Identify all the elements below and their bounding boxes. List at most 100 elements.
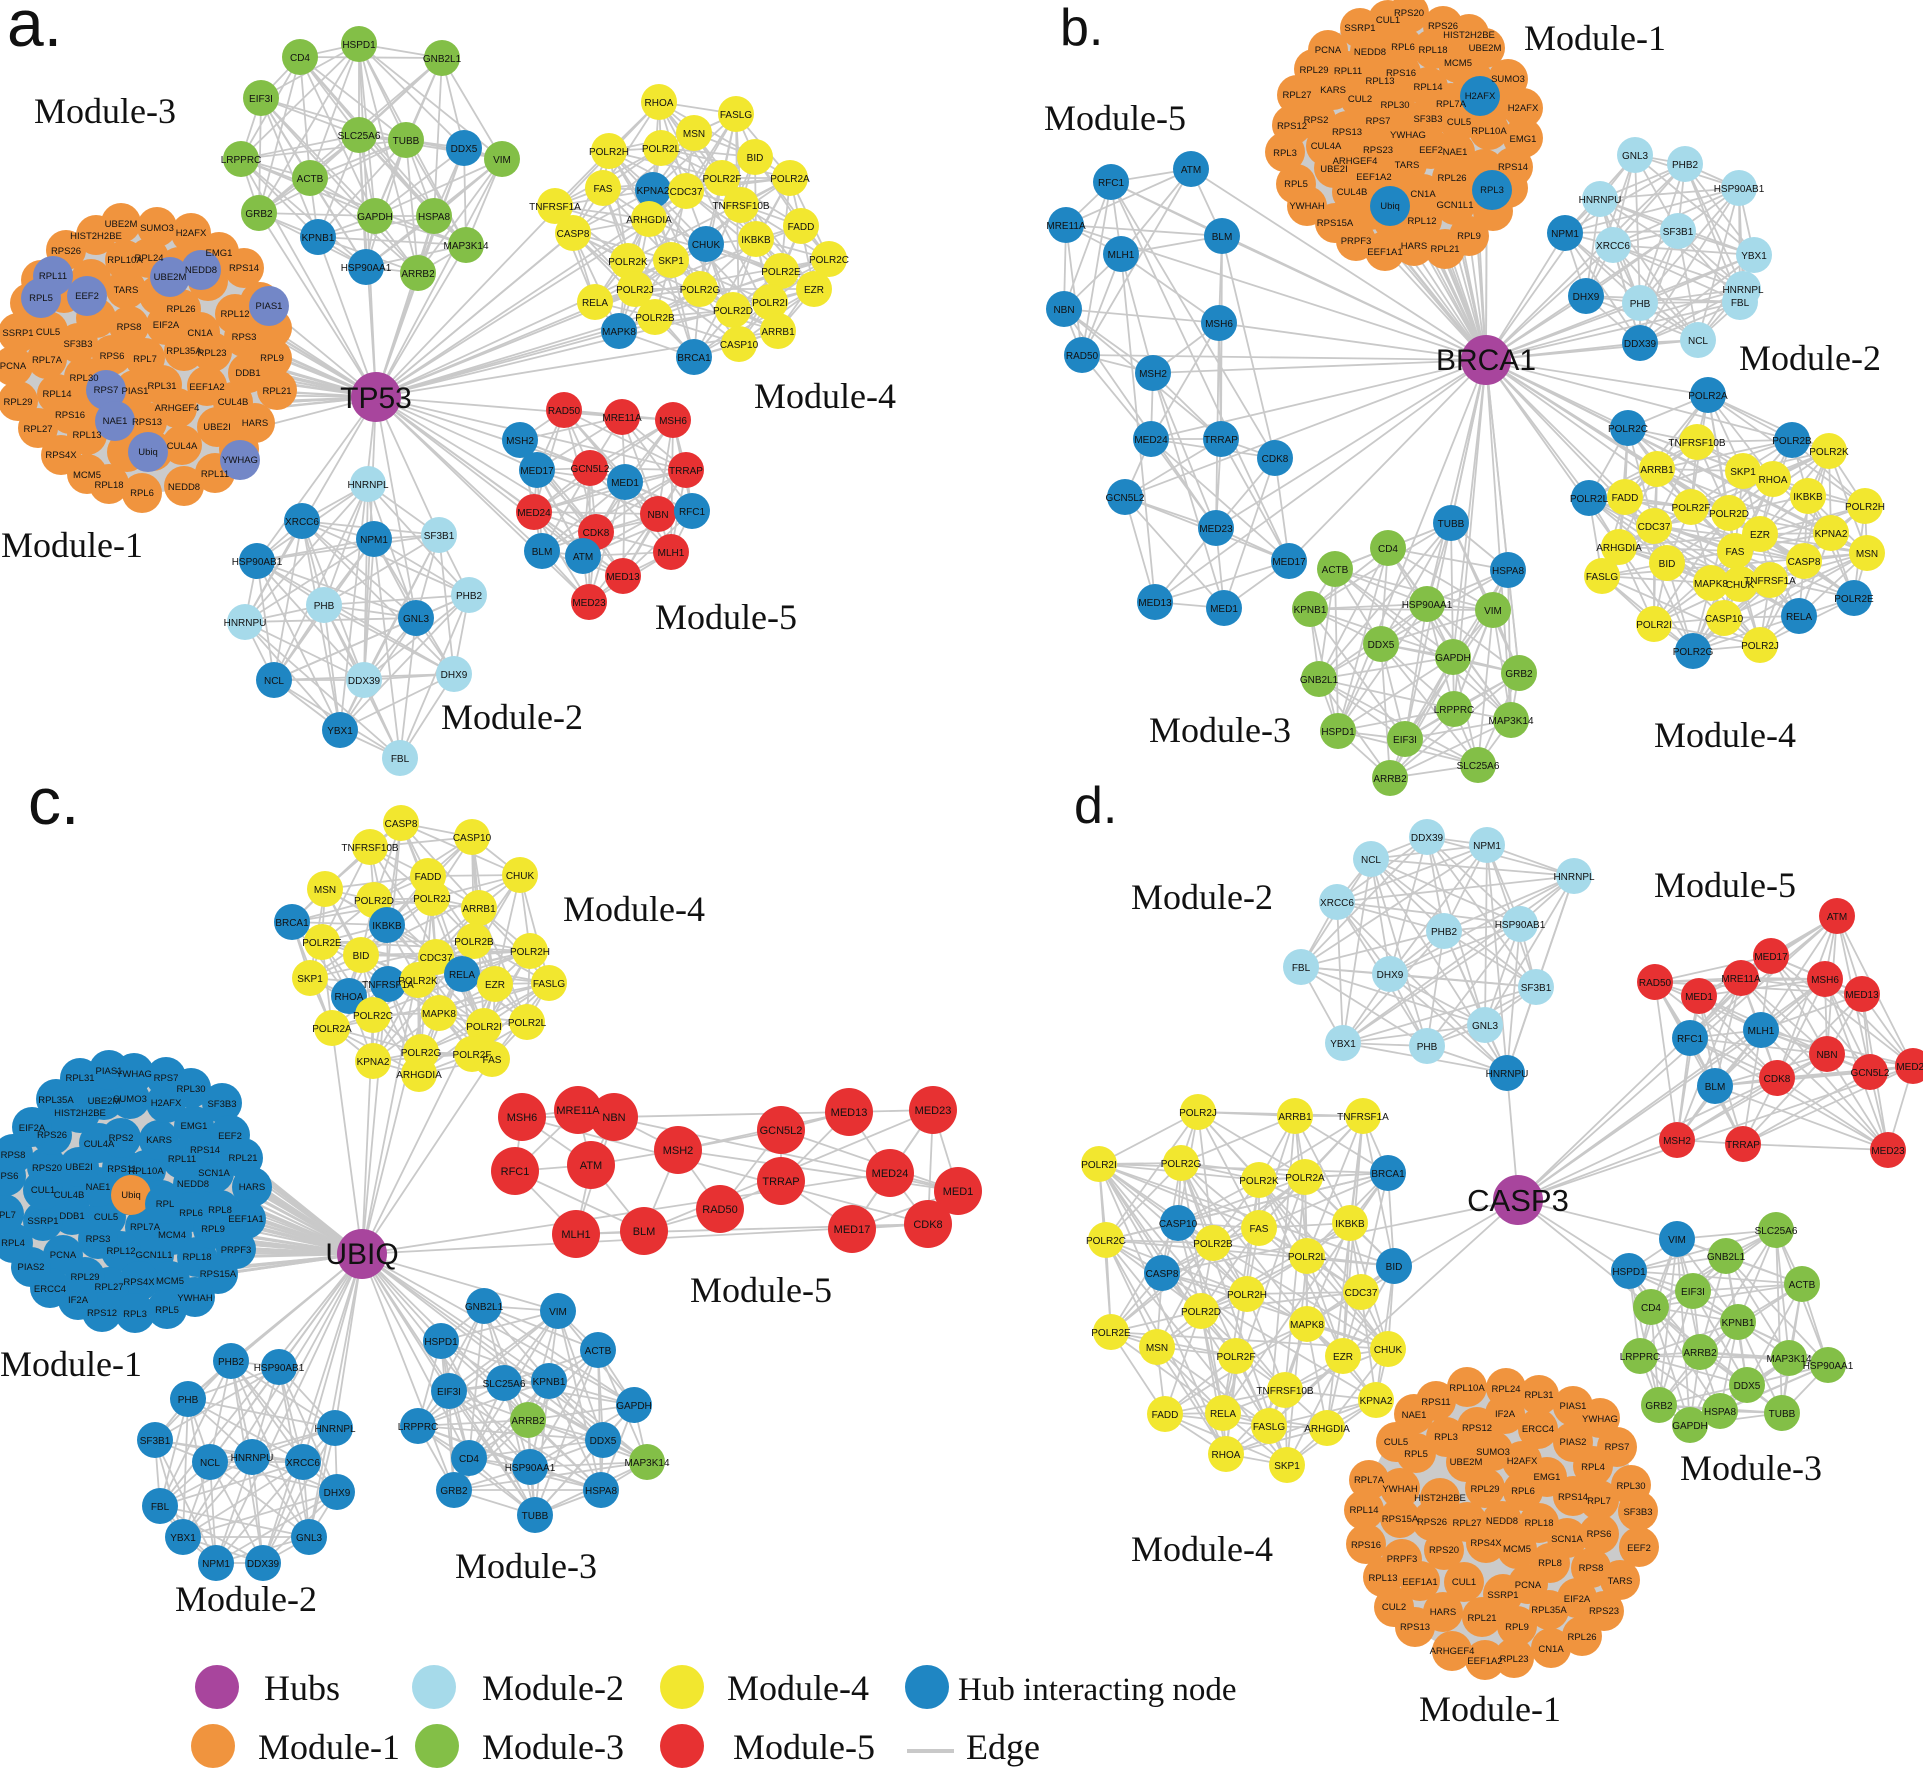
svg-text:Module-1: Module-1 <box>258 1727 400 1767</box>
svg-text:CUL4A: CUL4A <box>1311 141 1342 152</box>
svg-text:ATM: ATM <box>1181 165 1201 176</box>
svg-text:RPS23: RPS23 <box>1363 145 1393 156</box>
svg-text:POLR2G: POLR2G <box>401 1048 442 1059</box>
svg-text:HSP90AB1: HSP90AB1 <box>254 1363 305 1374</box>
svg-text:FADD: FADD <box>415 872 442 883</box>
svg-text:GAPDH: GAPDH <box>357 212 393 223</box>
svg-text:POLR2E: POLR2E <box>761 267 801 278</box>
svg-text:HSP90AB1: HSP90AB1 <box>1495 920 1546 931</box>
svg-text:ARHGDIA: ARHGDIA <box>396 1070 442 1081</box>
svg-text:POLR2I: POLR2I <box>466 1022 502 1033</box>
svg-text:EIF2A: EIF2A <box>19 1123 46 1134</box>
svg-text:VIM: VIM <box>549 1307 567 1318</box>
svg-text:RPL8: RPL8 <box>208 1205 232 1216</box>
svg-text:GNL3: GNL3 <box>403 614 430 625</box>
svg-text:MCM5: MCM5 <box>1503 1544 1531 1555</box>
svg-text:PCNA: PCNA <box>1515 1580 1542 1591</box>
svg-text:ATM: ATM <box>1827 912 1847 923</box>
svg-text:RPL3: RPL3 <box>123 1309 147 1320</box>
svg-text:NAE1: NAE1 <box>1443 147 1468 158</box>
svg-text:RPL10A: RPL10A <box>1471 126 1507 137</box>
svg-text:ACTB: ACTB <box>297 174 324 185</box>
svg-text:SLC25A6: SLC25A6 <box>1755 1226 1798 1237</box>
svg-text:POLR2D: POLR2D <box>1181 1307 1221 1318</box>
svg-text:Module-1: Module-1 <box>1419 1689 1561 1729</box>
svg-text:CD4: CD4 <box>290 53 310 64</box>
svg-text:POLR2J: POLR2J <box>616 285 654 296</box>
svg-text:GRB2: GRB2 <box>1505 669 1533 680</box>
svg-text:GNB2L1: GNB2L1 <box>465 1302 504 1313</box>
svg-text:RPL11: RPL11 <box>39 271 67 282</box>
svg-text:TNFRSF1A: TNFRSF1A <box>1337 1112 1389 1123</box>
svg-text:IF2A: IF2A <box>68 1295 89 1306</box>
svg-text:BID: BID <box>353 951 370 962</box>
svg-text:Ubiq: Ubiq <box>138 447 158 458</box>
svg-text:EIF3I: EIF3I <box>437 1387 461 1398</box>
svg-text:KPNA2: KPNA2 <box>637 186 670 197</box>
svg-text:DDX5: DDX5 <box>451 144 478 155</box>
svg-text:RPS15A: RPS15A <box>1382 1514 1419 1525</box>
svg-text:GCN5L2: GCN5L2 <box>571 464 610 475</box>
svg-text:ARHGDIA: ARHGDIA <box>1596 543 1642 554</box>
svg-text:TUBB: TUBB <box>1438 519 1465 530</box>
svg-text:Edge: Edge <box>966 1727 1040 1767</box>
svg-text:RPS20: RPS20 <box>1394 8 1424 19</box>
svg-text:Module-2: Module-2 <box>482 1668 624 1708</box>
svg-text:EEF1A1: EEF1A1 <box>228 1214 263 1225</box>
svg-text:KPNB1: KPNB1 <box>1722 1318 1755 1329</box>
svg-text:CASP10: CASP10 <box>1705 614 1744 625</box>
svg-text:RAD50: RAD50 <box>1639 978 1672 989</box>
svg-text:KPNB1: KPNB1 <box>533 1377 566 1388</box>
svg-text:CDK8: CDK8 <box>1764 1074 1791 1085</box>
svg-text:YBX1: YBX1 <box>1330 1039 1356 1050</box>
svg-text:EMG1: EMG1 <box>206 248 233 259</box>
svg-text:PIAS1: PIAS1 <box>96 1066 123 1077</box>
svg-text:RPL24: RPL24 <box>134 253 163 264</box>
svg-text:XRCC6: XRCC6 <box>286 1458 320 1469</box>
svg-text:RPS23: RPS23 <box>1589 1606 1619 1617</box>
svg-text:YWHAG: YWHAG <box>222 455 258 466</box>
svg-text:MCM4: MCM4 <box>158 1230 186 1241</box>
svg-text:SF3B3: SF3B3 <box>1623 1507 1652 1518</box>
svg-text:RPS12: RPS12 <box>87 1308 117 1319</box>
svg-text:ACTB: ACTB <box>1789 1280 1816 1291</box>
svg-text:RPL24: RPL24 <box>1491 1384 1520 1395</box>
svg-text:RPL7A: RPL7A <box>1354 1475 1385 1486</box>
svg-text:RPL4: RPL4 <box>1 1238 25 1249</box>
svg-text:FASLG: FASLG <box>720 110 752 121</box>
svg-text:DHX9: DHX9 <box>441 670 468 681</box>
svg-text:POLR2L: POLR2L <box>1570 494 1609 505</box>
svg-text:MLH1: MLH1 <box>1108 250 1135 261</box>
svg-text:YWHAG: YWHAG <box>1390 130 1426 141</box>
svg-text:NEDD8: NEDD8 <box>168 482 200 493</box>
svg-text:YBX1: YBX1 <box>170 1533 196 1544</box>
svg-text:EIF2A: EIF2A <box>1564 1594 1591 1605</box>
svg-text:POLR2B: POLR2B <box>1772 436 1812 447</box>
svg-text:GCN5L2: GCN5L2 <box>760 1125 803 1137</box>
svg-text:CDC37: CDC37 <box>420 953 453 964</box>
svg-text:EEF2: EEF2 <box>75 291 99 302</box>
svg-text:POLR2K: POLR2K <box>608 257 648 268</box>
svg-text:NCL: NCL <box>264 676 284 687</box>
svg-text:KPNA2: KPNA2 <box>357 1057 390 1068</box>
svg-text:Module-1: Module-1 <box>0 1344 142 1384</box>
svg-text:CUL5: CUL5 <box>94 1212 118 1223</box>
svg-text:RPL6: RPL6 <box>1511 1486 1535 1497</box>
svg-text:Module-4: Module-4 <box>754 376 896 416</box>
svg-text:UBIQ: UBIQ <box>325 1238 398 1271</box>
svg-text:POLR2L: POLR2L <box>508 1018 547 1029</box>
svg-text:RPL31: RPL31 <box>65 1073 94 1084</box>
svg-text:HSPA8: HSPA8 <box>418 212 450 223</box>
svg-text:FAS: FAS <box>594 184 613 195</box>
svg-text:POLR2D: POLR2D <box>354 896 394 907</box>
svg-text:RPL23: RPL23 <box>1499 1654 1528 1665</box>
svg-text:PHB: PHB <box>178 1395 199 1406</box>
svg-text:SF3B3: SF3B3 <box>63 339 92 350</box>
svg-text:POLR2G: POLR2G <box>1673 647 1714 658</box>
svg-text:IKBKB: IKBKB <box>1335 1219 1365 1230</box>
svg-text:MED24: MED24 <box>517 508 551 519</box>
svg-text:BRCA1: BRCA1 <box>677 353 711 364</box>
svg-text:EEF1A2: EEF1A2 <box>1356 172 1391 183</box>
svg-text:NBN: NBN <box>602 1112 625 1124</box>
svg-text:CN1A: CN1A <box>1538 1644 1564 1655</box>
